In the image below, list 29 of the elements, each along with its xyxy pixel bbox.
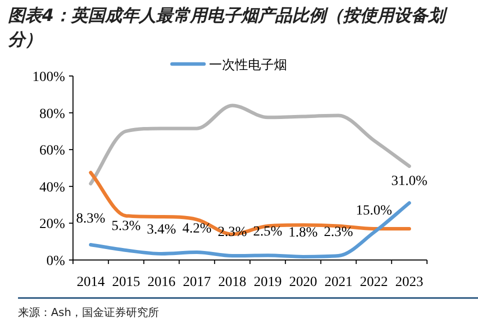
y-tick-label: 0% xyxy=(46,254,66,269)
data-label: 8.3% xyxy=(76,212,106,227)
data-label: 1.8% xyxy=(288,226,318,241)
y-tick-label: 100% xyxy=(32,70,66,85)
x-tick-label: 2017 xyxy=(182,275,211,290)
data-label: 31.0% xyxy=(391,174,428,189)
x-tick-label: 2015 xyxy=(112,275,140,290)
y-tick-label: 40% xyxy=(39,180,66,196)
x-tick-label: 2023 xyxy=(395,275,424,290)
data-label: 5.3% xyxy=(112,219,142,234)
x-tick-label: 2014 xyxy=(76,275,105,290)
source-note: 来源：Ash，国金证券研究所 xyxy=(18,306,160,319)
x-tick-label: 2020 xyxy=(289,275,318,290)
y-tick-label: 60% xyxy=(39,144,66,159)
data-label: 2.3% xyxy=(324,224,354,240)
data-label: 2.5% xyxy=(253,224,283,240)
x-tick-label: 2022 xyxy=(360,275,388,290)
x-tick-label: 2018 xyxy=(218,275,246,290)
y-tick-label: 20% xyxy=(39,217,66,232)
data-label: 2.3% xyxy=(218,224,248,240)
legend-label: 一次性电子烟 xyxy=(209,58,287,73)
chart-title: 图表4：英国成年人最常用电子烟产品比例（按使用设备划分） xyxy=(8,5,449,52)
data-label: 3.4% xyxy=(146,222,176,238)
x-tick-label: 2019 xyxy=(254,275,282,290)
data-label: 4.2% xyxy=(182,221,212,236)
x-tick-label: 2016 xyxy=(148,275,176,290)
data-label: 15.0% xyxy=(356,203,392,218)
x-tick-label: 2021 xyxy=(324,275,352,290)
y-tick-label: 80% xyxy=(39,106,66,122)
